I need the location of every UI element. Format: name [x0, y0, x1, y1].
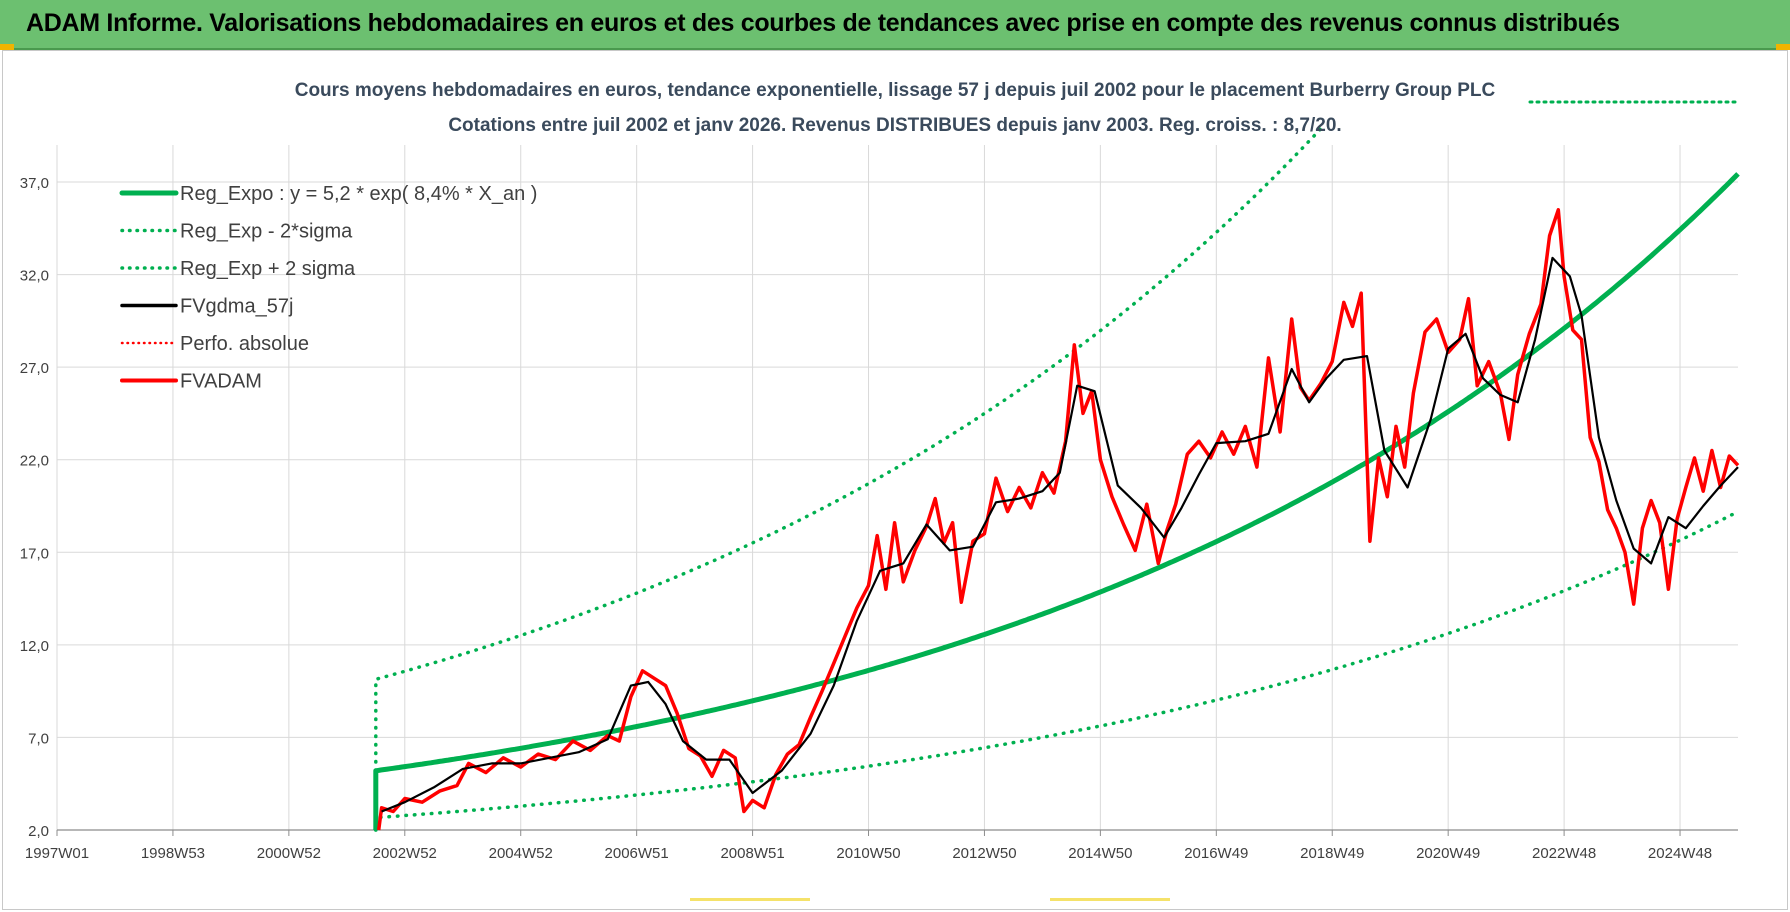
legend-reg-plus: Reg_Exp + 2 sigma [120, 258, 356, 280]
y-tick-label: 27,0 [20, 360, 49, 377]
y-tick-label: 2,0 [28, 823, 49, 840]
legend-fvgdma: FVgdma_57j [120, 296, 293, 318]
x-tick-label: 2002W52 [373, 845, 437, 862]
y-tick-label: 32,0 [20, 268, 49, 285]
axes: 2,0 7,0 12,0 17,0 22,0 27,0 32,0 37,0 1997W01 199… [20, 175, 1738, 862]
series-layer [373, 127, 1740, 832]
legend-perfo: Perfo. absolue [120, 333, 309, 355]
x-tick-label: 2012W50 [952, 845, 1016, 862]
grid [56, 145, 1738, 831]
legend-label: Reg_Exp + 2 sigma [180, 258, 356, 280]
chart-subtitle: Cotations entre juil 2002 et janv 2026. … [448, 115, 1341, 136]
bottom-marker [690, 898, 810, 901]
page-title: ADAM Informe. Valorisations hebdomadaire… [26, 9, 1620, 37]
legend-reg-expo: Reg_Expo : y = 5,2 * exp( 8,4% * X_an ) [119, 183, 537, 205]
legend: Reg_Expo : y = 5,2 * exp( 8,4% * X_an ) R… [119, 183, 537, 393]
chart-frame [2, 50, 1788, 910]
y-tick-label: 7,0 [28, 730, 49, 747]
x-tick-label: 2018W49 [1300, 845, 1364, 862]
series-fvgdma-57j [381, 256, 1739, 813]
legend-label: Reg_Expo : y = 5,2 * exp( 8,4% * X_an ) [180, 183, 537, 205]
series-reg-expo [373, 172, 1740, 830]
series-fvadam [376, 208, 1740, 831]
legend-label: Reg_Exp - 2*sigma [180, 221, 353, 243]
bottom-marker [1050, 898, 1170, 901]
series-reg-plus-2sigma [374, 127, 1323, 832]
x-tick-label: 2008W51 [720, 845, 784, 862]
chart-title: Cours moyens hebdomadaires en euros, ten… [295, 80, 1496, 101]
series-reg-minus-2sigma [374, 509, 1740, 832]
x-tick-label: 2024W48 [1648, 845, 1712, 862]
x-tick-label: 2006W51 [605, 845, 669, 862]
legend-label: FVgdma_57j [180, 296, 293, 318]
legend-label: FVADAM [180, 371, 262, 393]
x-tick-label: 2022W48 [1532, 845, 1596, 862]
x-tick-label: 2010W50 [836, 845, 900, 862]
y-tick-label: 22,0 [20, 453, 49, 470]
legend-fvadam: FVADAM [120, 371, 262, 393]
corner-marker-right [1776, 44, 1790, 50]
x-tick-label: 2020W49 [1416, 845, 1480, 862]
x-tick-label: 2000W52 [257, 845, 321, 862]
y-tick-label: 37,0 [20, 175, 49, 192]
y-tick-label: 17,0 [20, 545, 49, 562]
legend-label: Perfo. absolue [180, 333, 309, 355]
x-tick-label: 2014W50 [1068, 845, 1132, 862]
legend-reg-minus: Reg_Exp - 2*sigma [120, 221, 353, 243]
y-tick-label: 12,0 [20, 638, 49, 655]
x-tick-label: 1998W53 [141, 845, 205, 862]
corner-marker-left [0, 44, 14, 50]
x-tick-label: 2016W49 [1184, 845, 1248, 862]
x-tick-label: 2004W52 [489, 845, 553, 862]
x-tick-label: 1997W01 [25, 845, 89, 862]
header-banner: ADAM Informe. Valorisations hebdomadaire… [0, 0, 1790, 50]
